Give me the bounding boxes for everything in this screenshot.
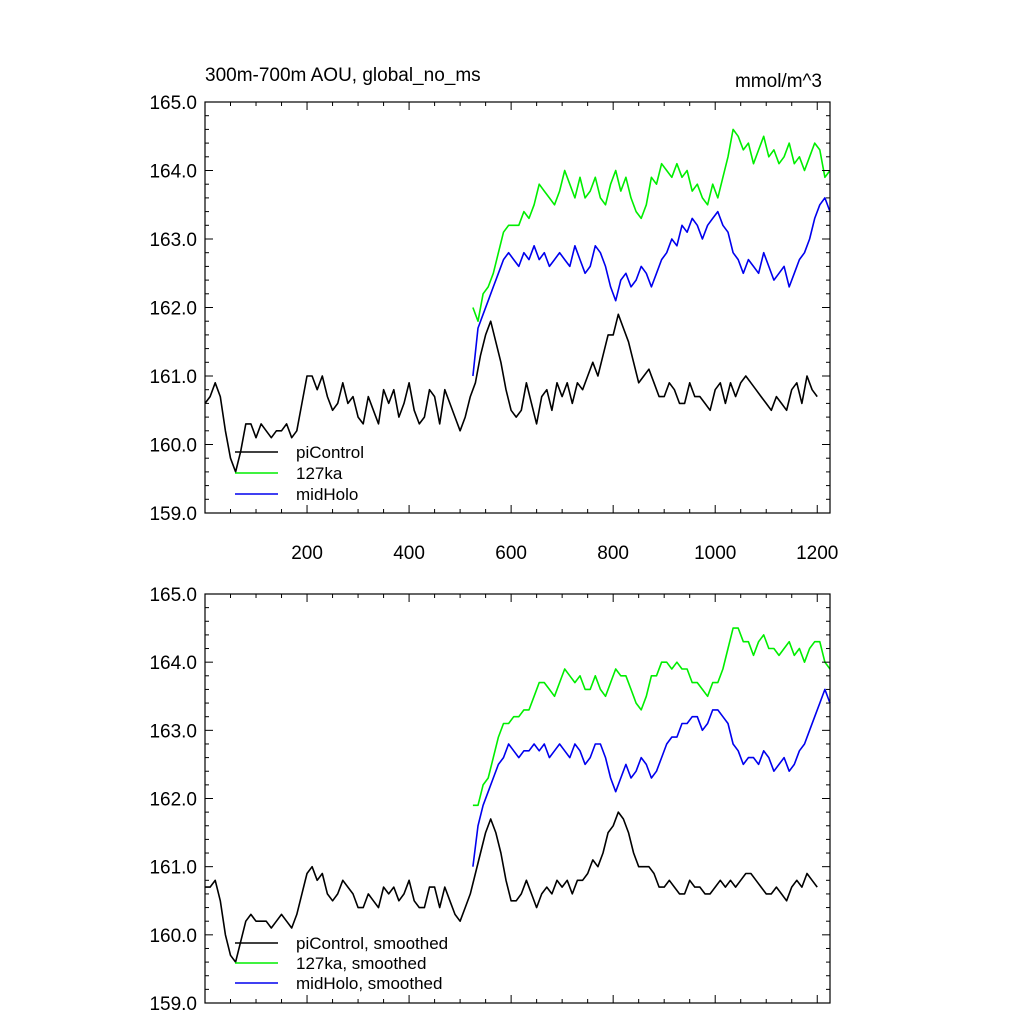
top-panel: 300m-700m AOU, global_no_ms mmol/m^3 159… bbox=[149, 65, 838, 564]
x-tick-label: 1200 bbox=[796, 543, 838, 564]
y-tick-label: 159.0 bbox=[149, 504, 197, 525]
y-tick-label: 160.0 bbox=[149, 926, 197, 947]
legend-label: midHolo bbox=[296, 485, 358, 504]
y-tick-label: 164.0 bbox=[149, 162, 197, 183]
bottom-panel: 159.0 160.0 161.0 162.0 163.0 164.0 165.0 piCon… bbox=[149, 585, 831, 1015]
chart-title: 300m-700m AOU, global_no_ms bbox=[205, 65, 481, 86]
y-tick-label: 163.0 bbox=[149, 721, 197, 742]
legend-label: 127ka, smoothed bbox=[296, 954, 426, 973]
series-line-2 bbox=[472, 197, 831, 377]
series-line-0 bbox=[205, 811, 818, 963]
x-tick-label: 1000 bbox=[694, 543, 736, 564]
y-tick-label: 161.0 bbox=[149, 858, 197, 879]
x-tick-label: 600 bbox=[495, 543, 527, 564]
y-tick-label: 160.0 bbox=[149, 436, 197, 457]
legend-label: 127ka bbox=[296, 464, 343, 483]
legend-label: piControl, smoothed bbox=[296, 934, 448, 953]
y-tick-label: 164.0 bbox=[149, 653, 197, 674]
legend-label: piControl bbox=[296, 443, 364, 462]
series-line-2 bbox=[472, 688, 831, 867]
x-tick-label: 200 bbox=[291, 543, 323, 564]
y-tick-label: 162.0 bbox=[149, 790, 197, 811]
series-line-1 bbox=[472, 128, 831, 323]
series-line-0 bbox=[204, 313, 818, 473]
y-tick-label: 161.0 bbox=[149, 367, 197, 388]
x-tick-label: 800 bbox=[597, 543, 629, 564]
x-tick-label: 400 bbox=[393, 543, 425, 564]
y-tick-label: 163.0 bbox=[149, 230, 197, 251]
legend-label: midHolo, smoothed bbox=[296, 974, 442, 993]
y-tick-label: 165.0 bbox=[149, 585, 197, 606]
y-tick-label: 159.0 bbox=[149, 994, 197, 1015]
y-tick-label: 165.0 bbox=[149, 93, 197, 114]
y-tick-label: 162.0 bbox=[149, 299, 197, 320]
units-label: mmol/m^3 bbox=[735, 71, 822, 92]
series-line-1 bbox=[472, 627, 831, 807]
